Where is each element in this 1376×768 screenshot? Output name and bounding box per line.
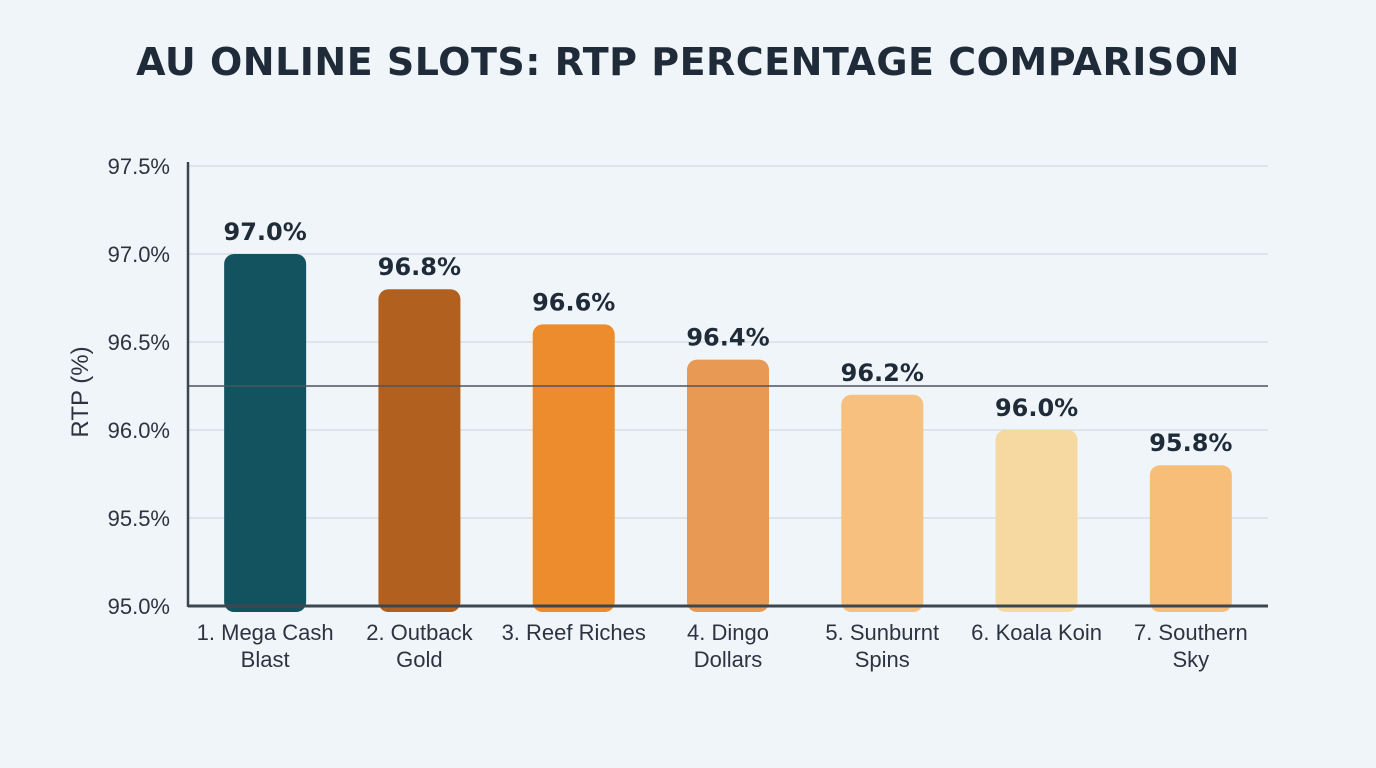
x-tick-label: 1. Mega Cash [197,620,334,645]
bar [687,359,769,612]
bar [378,289,461,612]
bar [532,324,615,612]
x-tick-label: 5. Sunburnt [825,620,939,645]
y-tick-label: 96.5% [108,330,170,355]
chart-title: AU ONLINE SLOTS: RTP PERCENTAGE COMPARIS… [136,40,1240,84]
x-tick-label: Sky [1173,647,1210,672]
x-tick-label: Gold [396,647,442,672]
bar-value-label: 96.0% [995,394,1078,422]
y-tick-label: 97.5% [108,154,170,179]
bar-value-label: 97.0% [224,218,307,246]
y-tick-label: 95.5% [108,506,170,531]
bar [841,394,924,612]
x-tick-label: 3. Reef Riches [502,620,646,645]
bar [1149,465,1232,612]
x-tick-label: Dollars [694,647,762,672]
bar-value-label: 95.8% [1149,429,1232,457]
x-tick-label: 2. Outback [366,620,473,645]
x-tick-label: 4. Dingo [687,620,769,645]
bars [224,254,1232,612]
x-tick-label: Blast [241,647,290,672]
x-tick-label: 6. Koala Koin [971,620,1102,645]
x-tick-label: Spins [855,647,910,672]
bar [995,430,1078,612]
y-axis-ticks: 97.5% 97.0% 96.5% 96.0% 95.5% 95.0% [108,154,170,619]
bar-value-label: 96.8% [378,253,461,281]
value-labels: 97.0% 96.8% 96.6% 96.4% 96.2% 96.0% 95.8% [224,218,1233,457]
y-tick-label: 96.0% [108,418,170,443]
y-tick-label: 95.0% [108,594,170,619]
y-tick-label: 97.0% [108,242,170,267]
axes [186,162,1268,608]
bar-value-label: 96.6% [532,288,615,316]
bar [224,254,307,612]
bar-value-label: 96.2% [841,359,924,387]
bar-value-label: 96.4% [686,324,769,352]
x-tick-label: 7. Southern [1134,620,1248,645]
y-axis-title: RTP (%) [67,346,94,437]
